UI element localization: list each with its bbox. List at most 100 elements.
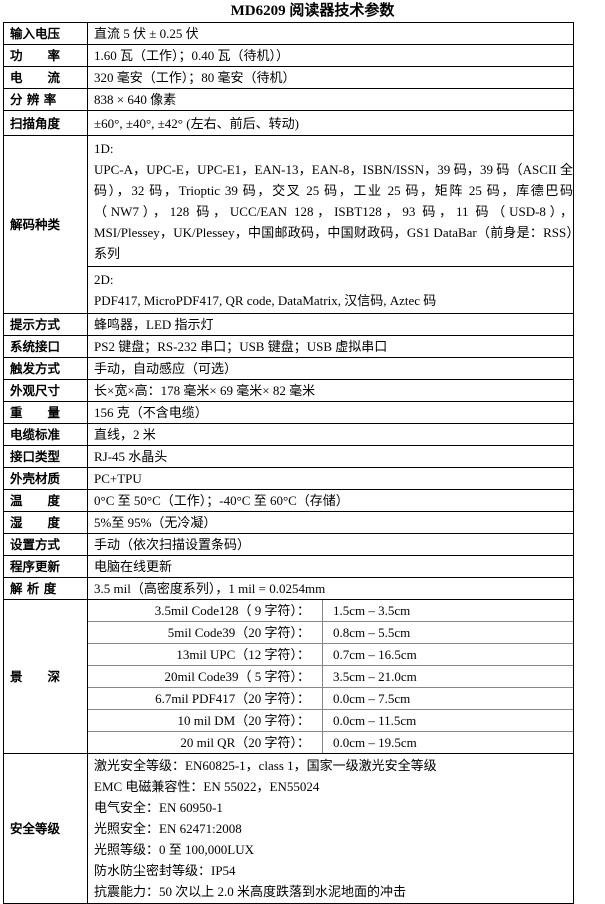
row-value: 手动（依次扫描设置条码） xyxy=(87,533,574,556)
row-value: 838 × 640 像素 xyxy=(87,88,574,111)
depth-code: 6.7mil PDF417（20 字符）： xyxy=(88,687,323,710)
spec-row: 功 率 1.60 瓦（工作）；0.40 瓦（待机）） xyxy=(3,44,574,67)
row-label: 温 度 xyxy=(3,489,88,512)
decode-1d-text: UPC-A，UPC-E，UPC-E1，EAN-13，EAN-8，ISBN/ISS… xyxy=(94,162,573,261)
row-label: 分 辨 率 xyxy=(3,88,88,111)
row-label: 提示方式 xyxy=(3,313,88,336)
row-value: 手动，自动感应（可选） xyxy=(87,357,574,380)
row-value: 0°C 至 50°C（工作）；-40°C 至 60°C（存储） xyxy=(87,489,574,512)
row-value: 3.5 mil（高密度系列），1 mil = 0.0254mm xyxy=(87,577,574,600)
row-value: 直线，2 米 xyxy=(87,423,574,446)
spec-row: 重 量 156 克（不含电缆） xyxy=(3,401,574,424)
safety-line: 电气安全：EN 60950-1 xyxy=(94,800,223,815)
depth-cell: 3.5mil Code128（ 9 字符）： 1.5cm – 3.5cm 5mil … xyxy=(87,599,574,754)
depth-code: 13mil UPC（12 字符）： xyxy=(88,643,323,666)
safety-cell: 激光安全等级：EN60825-1，class 1，国家一级激光安全等级 EMC 电… xyxy=(87,753,574,904)
safety-line: EMC 电磁兼容性：EN 55022，EN55024 xyxy=(94,779,320,794)
spec-row: 提示方式 蜂鸣器，LED 指示灯 xyxy=(3,313,574,336)
spec-row: 温 度 0°C 至 50°C（工作）；-40°C 至 60°C（存储） xyxy=(3,489,574,512)
depth-range: 3.5cm – 21.0cm xyxy=(322,665,573,688)
row-label: 解码种类 xyxy=(3,135,88,314)
row-value: RJ-45 水晶头 xyxy=(87,445,574,468)
row-value: 5%至 95%（无冷凝） xyxy=(87,511,574,534)
row-value: PS2 键盘；RS-232 串口；USB 键盘；USB 虚拟串口 xyxy=(87,335,574,358)
spec-row: 程序更新 电脑在线更新 xyxy=(3,555,574,578)
decode-1d-title: 1D: xyxy=(94,141,114,156)
depth-range: 0.0cm – 7.5cm xyxy=(322,687,573,710)
decode-2d-cell: 2D: PDF417, MicroPDF417, QR code, DataMat… xyxy=(87,266,574,314)
depth-code: 5mil Code39（20 字符）： xyxy=(88,621,323,644)
decode-1d-row: 解码种类 1D: UPC-A，UPC-E，UPC-E1，EAN-13，EAN-8，… xyxy=(3,135,574,314)
row-label: 系统接口 xyxy=(3,335,88,358)
row-value: 蜂鸣器，LED 指示灯 xyxy=(87,313,574,336)
safety-line: 防水防尘密封等级：IP54 xyxy=(94,863,236,878)
depth-range: 1.5cm – 3.5cm xyxy=(322,600,573,622)
decode-1d-cell: 1D: UPC-A，UPC-E，UPC-E1，EAN-13，EAN-8，ISBN/… xyxy=(87,135,574,267)
depth-range: 0.0cm – 11.5cm xyxy=(322,709,573,732)
depth-code: 10 mil DM（20 字符）： xyxy=(88,709,323,732)
row-value: 156 克（不含电缆） xyxy=(87,401,574,424)
depth-of-field-row: 景 深 3.5mil Code128（ 9 字符）： 1.5cm – 3.5cm 5m… xyxy=(3,599,574,754)
decode-2d-text: PDF417, MicroPDF417, QR code, DataMatrix… xyxy=(94,293,437,308)
safety-line: 激光安全等级：EN60825-1，class 1，国家一级激光安全等级 xyxy=(94,758,437,773)
spec-row: 湿 度 5%至 95%（无冷凝） xyxy=(3,511,574,534)
spec-row: 系统接口 PS2 键盘；RS-232 串口；USB 键盘；USB 虚拟串口 xyxy=(3,335,574,358)
depth-item: 20mil Code39（ 5 字符）： 3.5cm – 21.0cm xyxy=(88,665,573,688)
row-label: 电 流 xyxy=(3,66,88,89)
row-value: 直流 5 伏 ± 0.25 伏 xyxy=(87,22,574,45)
spec-row: 触发方式 手动，自动感应（可选） xyxy=(3,357,574,380)
depth-item: 13mil UPC（12 字符）： 0.7cm – 16.5cm xyxy=(88,643,573,666)
row-label: 触发方式 xyxy=(3,357,88,380)
depth-item: 10 mil DM（20 字符）： 0.0cm – 11.5cm xyxy=(88,709,573,732)
page-title: MD6209 阅读器技术参数 xyxy=(230,3,395,19)
depth-code: 3.5mil Code128（ 9 字符）： xyxy=(88,600,323,622)
spec-row: 外壳材质 PC+TPU xyxy=(3,467,574,490)
depth-item: 3.5mil Code128（ 9 字符）： 1.5cm – 3.5cm xyxy=(88,600,573,622)
spec-row: 分 辨 率 838 × 640 像素 xyxy=(3,88,574,111)
safety-line: 光照安全：EN 62471:2008 xyxy=(94,821,242,836)
row-label: 输入电压 xyxy=(3,22,88,45)
spec-row: 解 析 度 3.5 mil（高密度系列），1 mil = 0.0254mm xyxy=(3,577,574,600)
row-value: 长×宽×高：178 毫米× 69 毫米× 82 毫米 xyxy=(87,379,574,402)
decode-2d-row: 2D: PDF417, MicroPDF417, QR code, DataMat… xyxy=(4,266,574,314)
spec-row: 扫描角度 ±60°, ±40°, ±42° (左右、前后、转动) xyxy=(3,110,574,136)
row-label: 重 量 xyxy=(3,401,88,424)
spec-table: 输入电压 直流 5 伏 ± 0.25 伏 功 率 1.60 瓦（工作）；0.40 瓦… xyxy=(3,22,574,904)
depth-range: 0.7cm – 16.5cm xyxy=(322,643,573,666)
spec-row: 接口类型 RJ-45 水晶头 xyxy=(3,445,574,468)
row-label: 电缆标准 xyxy=(3,423,88,446)
row-label: 外观尺寸 xyxy=(3,379,88,402)
row-label: 设置方式 xyxy=(3,533,88,556)
spec-row: 电缆标准 直线，2 米 xyxy=(3,423,574,446)
depth-code: 20mil Code39（ 5 字符）： xyxy=(88,665,323,688)
depth-code: 20 mil QR（20 字符）： xyxy=(88,731,323,753)
row-label: 外壳材质 xyxy=(3,467,88,490)
row-label: 湿 度 xyxy=(3,511,88,534)
row-label: 安全等级 xyxy=(3,753,88,904)
row-label: 扫描角度 xyxy=(3,110,88,136)
spec-row: 外观尺寸 长×宽×高：178 毫米× 69 毫米× 82 毫米 xyxy=(3,379,574,402)
decode-2d-title: 2D: xyxy=(94,272,114,287)
row-value: 电脑在线更新 xyxy=(87,555,574,578)
spec-row: 输入电压 直流 5 伏 ± 0.25 伏 xyxy=(3,22,574,45)
row-label: 功 率 xyxy=(3,44,88,67)
depth-item: 5mil Code39（20 字符）： 0.8cm – 5.5cm xyxy=(88,621,573,644)
row-value: PC+TPU xyxy=(87,467,574,490)
depth-item: 6.7mil PDF417（20 字符）： 0.0cm – 7.5cm xyxy=(88,687,573,710)
depth-range: 0.8cm – 5.5cm xyxy=(322,621,573,644)
row-value: 1.60 瓦（工作）；0.40 瓦（待机）） xyxy=(87,44,574,67)
row-label: 接口类型 xyxy=(3,445,88,468)
row-value: ±60°, ±40°, ±42° (左右、前后、转动) xyxy=(87,110,574,136)
spec-row: 设置方式 手动（依次扫描设置条码） xyxy=(3,533,574,556)
spec-row: 电 流 320 毫安（工作）；80 毫安（待机） xyxy=(3,66,574,89)
safety-row: 安全等级 激光安全等级：EN60825-1，class 1，国家一级激光安全等级 E… xyxy=(3,753,574,904)
safety-line: 光照等级：0 至 100,000LUX xyxy=(94,842,254,857)
depth-table: 3.5mil Code128（ 9 字符）： 1.5cm – 3.5cm 5mil … xyxy=(88,600,573,753)
row-label: 解 析 度 xyxy=(3,577,88,600)
row-label: 景 深 xyxy=(3,599,88,754)
row-label: 程序更新 xyxy=(3,555,88,578)
depth-range: 0.0cm – 19.5cm xyxy=(333,735,417,750)
safety-line: 抗震能力：50 次以上 2.0 米高度跌落到水泥地面的冲击 xyxy=(94,884,407,899)
depth-item: 20 mil QR（20 字符）： 0.0cm – 19.5cm xyxy=(88,731,573,753)
row-value: 320 毫安（工作）；80 毫安（待机） xyxy=(87,66,574,89)
